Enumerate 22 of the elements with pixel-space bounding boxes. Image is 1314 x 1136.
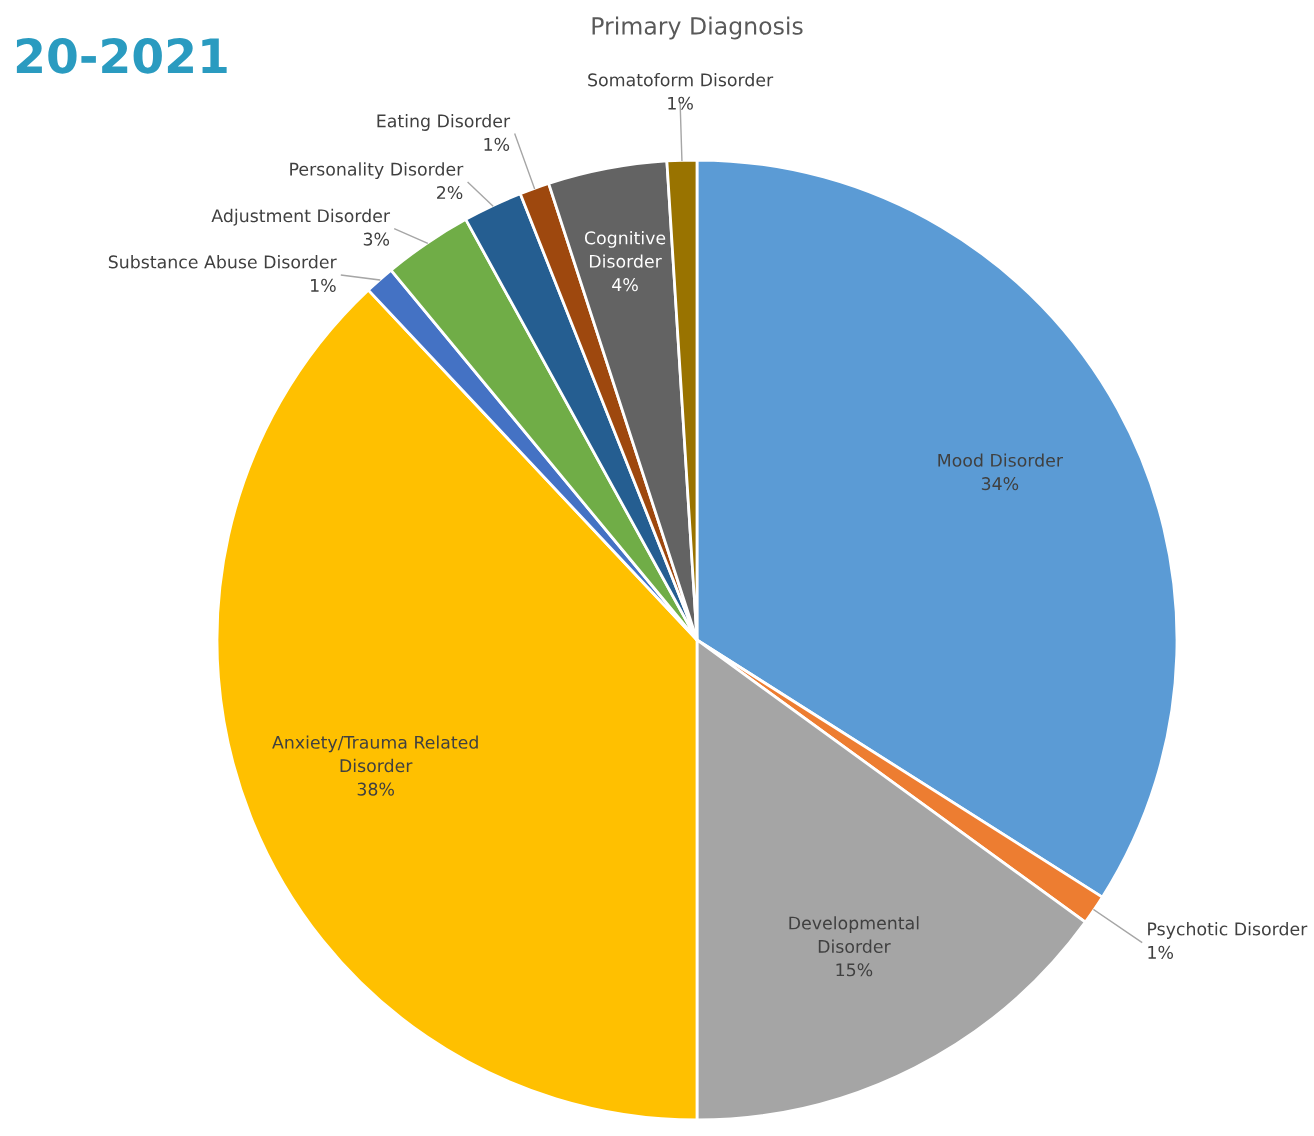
chart-title: Primary Diagnosis (592, 16, 803, 40)
slice-label: Personality Disorder (290, 162, 464, 180)
slice-label: Somatoform Disorder (588, 72, 774, 87)
slice-label: Substance Abuse Disorder (108, 255, 337, 269)
data-label: 1% (668, 96, 693, 110)
slice-label: Developmental Disorder (789, 916, 919, 953)
data-label: 1% (484, 137, 510, 151)
text: 20-2021 (16, 37, 227, 74)
data-label: 3% (363, 232, 390, 246)
slice-label: Cognitive Disorder (584, 231, 666, 268)
data-label: 1% (1148, 945, 1174, 959)
data-label: 15% (836, 963, 873, 977)
data-label: 34% (981, 477, 1019, 491)
slice-label: Adjustment Disorder (211, 208, 391, 226)
data-label: 4% (612, 278, 638, 292)
slice-label: Psychotic Disorder (1148, 922, 1308, 939)
slice-label: Mood Disorder (938, 453, 1063, 467)
slice-label: Eating Disorder (377, 114, 511, 131)
data-label: 1% (311, 278, 336, 292)
slice-label: Anxiety/Trauma Related Disorder (272, 735, 478, 773)
data-label: 38% (357, 782, 394, 796)
data-label: 2% (437, 185, 463, 200)
